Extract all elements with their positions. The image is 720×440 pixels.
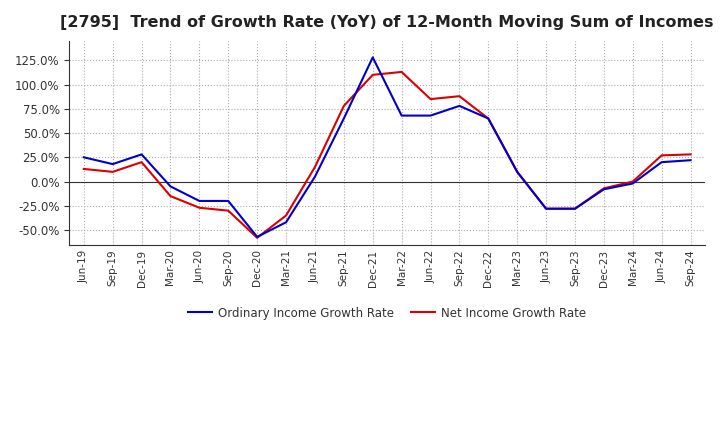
Ordinary Income Growth Rate [657, 160, 666, 165]
Ordinary Income Growth Rate [340, 116, 348, 121]
Net Income Growth Rate [397, 69, 406, 74]
Net Income Growth Rate [282, 213, 290, 218]
Net Income Growth Rate [138, 160, 146, 165]
Ordinary Income Growth Rate [686, 158, 695, 163]
Net Income Growth Rate [310, 165, 319, 170]
Net Income Growth Rate [426, 96, 435, 102]
Net Income Growth Rate [484, 116, 492, 121]
Ordinary Income Growth Rate [79, 154, 88, 160]
Ordinary Income Growth Rate [310, 174, 319, 180]
Net Income Growth Rate [195, 205, 204, 210]
Net Income Growth Rate [513, 169, 521, 175]
Ordinary Income Growth Rate [138, 152, 146, 157]
Net Income Growth Rate [340, 103, 348, 109]
Ordinary Income Growth Rate [484, 116, 492, 121]
Ordinary Income Growth Rate [455, 103, 464, 109]
Net Income Growth Rate [657, 153, 666, 158]
Title: [2795]  Trend of Growth Rate (YoY) of 12-Month Moving Sum of Incomes: [2795] Trend of Growth Rate (YoY) of 12-… [60, 15, 714, 30]
Net Income Growth Rate [571, 206, 580, 211]
Legend: Ordinary Income Growth Rate, Net Income Growth Rate: Ordinary Income Growth Rate, Net Income … [184, 302, 591, 324]
Net Income Growth Rate [686, 152, 695, 157]
Ordinary Income Growth Rate [195, 198, 204, 204]
Net Income Growth Rate [455, 94, 464, 99]
Ordinary Income Growth Rate [600, 187, 608, 192]
Net Income Growth Rate [166, 194, 175, 199]
Line: Net Income Growth Rate: Net Income Growth Rate [84, 72, 690, 238]
Net Income Growth Rate [79, 166, 88, 172]
Net Income Growth Rate [224, 208, 233, 213]
Line: Ordinary Income Growth Rate: Ordinary Income Growth Rate [84, 57, 690, 237]
Net Income Growth Rate [109, 169, 117, 175]
Net Income Growth Rate [541, 206, 550, 211]
Ordinary Income Growth Rate [541, 206, 550, 211]
Ordinary Income Growth Rate [629, 181, 637, 186]
Net Income Growth Rate [369, 72, 377, 77]
Net Income Growth Rate [600, 186, 608, 191]
Ordinary Income Growth Rate [166, 184, 175, 189]
Net Income Growth Rate [253, 235, 261, 240]
Ordinary Income Growth Rate [571, 206, 580, 211]
Ordinary Income Growth Rate [426, 113, 435, 118]
Ordinary Income Growth Rate [109, 161, 117, 167]
Ordinary Income Growth Rate [513, 169, 521, 175]
Ordinary Income Growth Rate [397, 113, 406, 118]
Ordinary Income Growth Rate [224, 198, 233, 204]
Net Income Growth Rate [629, 179, 637, 184]
Ordinary Income Growth Rate [369, 55, 377, 60]
Ordinary Income Growth Rate [253, 234, 261, 239]
Ordinary Income Growth Rate [282, 220, 290, 225]
